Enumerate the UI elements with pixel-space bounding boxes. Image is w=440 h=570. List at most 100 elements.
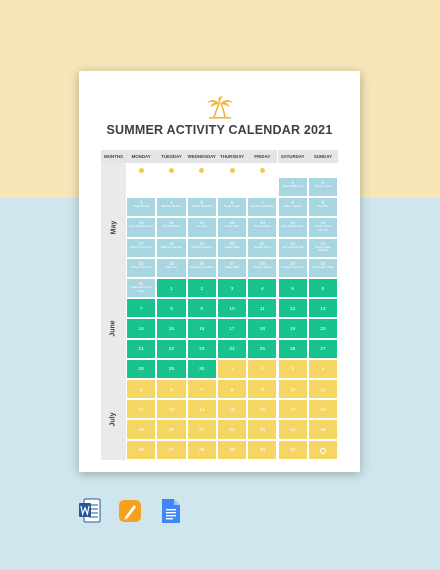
day-cell[interactable]: 2 Jungle Trails xyxy=(307,177,339,198)
day-cell[interactable]: 6 xyxy=(156,379,187,400)
day-cell[interactable]: 24 xyxy=(277,419,308,440)
day-cell[interactable]: 7 xyxy=(186,379,217,400)
day-cell[interactable]: 16 xyxy=(247,399,278,420)
activity-label: Paper Boats xyxy=(253,224,271,229)
day-cell[interactable]: 9 Mud Pie xyxy=(307,197,339,218)
day-cell[interactable]: 2 xyxy=(247,358,278,379)
day-cell[interactable]: 14 Paper Boats xyxy=(247,217,278,238)
day-cell[interactable]: 22 Ice Cube Bread xyxy=(277,237,308,258)
day-cell[interactable]: 22 xyxy=(216,419,248,440)
day-cell[interactable]: 20 xyxy=(307,318,339,339)
day-cell[interactable]: 17 xyxy=(216,318,248,339)
day-cell[interactable]: 30 xyxy=(186,358,217,379)
day-cell[interactable]: 19 Painting Rocks xyxy=(186,237,217,258)
day-cell[interactable]: 19 xyxy=(126,419,157,440)
day-cell[interactable]: 16 xyxy=(186,318,217,339)
day-cell[interactable]: 11 xyxy=(307,379,339,400)
day-cell[interactable]: 8 Water Sports xyxy=(277,197,308,218)
day-cell[interactable]: 28 xyxy=(186,439,217,460)
day-cell[interactable]: 14 xyxy=(186,399,217,420)
day-cell[interactable]: 5 Board Painting xyxy=(186,197,217,218)
day-cell[interactable]: 3 Soap Boats xyxy=(126,197,157,218)
day-cell[interactable]: 7 xyxy=(126,298,157,319)
day-cell[interactable]: 13 xyxy=(156,399,187,420)
day-cell[interactable]: 26 xyxy=(277,338,308,359)
day-cell[interactable]: 27 Water Ball xyxy=(216,257,248,278)
day-cell[interactable]: 30 Sidewalk Chalk xyxy=(307,257,339,278)
day-cell[interactable]: 23 xyxy=(186,338,217,359)
day-cell[interactable]: 1 Water Balloons xyxy=(277,177,308,198)
day-number: 28 xyxy=(138,367,144,373)
word-icon[interactable] xyxy=(79,498,101,524)
day-cell[interactable]: 15 xyxy=(216,399,248,420)
day-cell[interactable]: 23 Paper Plate Wreath xyxy=(307,237,339,258)
day-cell[interactable]: 20 Water Wall xyxy=(216,237,248,258)
day-cell[interactable]: 8 xyxy=(156,298,187,319)
day-cell[interactable]: 17 Squirt Gun Paint xyxy=(126,237,157,258)
day-cell[interactable]: 24 Swing Painting xyxy=(126,257,157,278)
day-cell[interactable]: 12 xyxy=(277,298,308,319)
day-cell[interactable]: 27 xyxy=(307,338,339,359)
day-cell[interactable]: 10 Coin Sandcastles xyxy=(126,217,157,238)
day-cell[interactable]: 31 xyxy=(277,439,308,460)
day-cell[interactable]: 29 Colored Ice Pins xyxy=(277,257,308,278)
day-cell[interactable]: 25 xyxy=(247,338,278,359)
day-cell[interactable]: 26 xyxy=(126,439,157,460)
day-cell[interactable]: 29 xyxy=(216,439,248,460)
day-cell[interactable]: 9 xyxy=(247,379,278,400)
pages-icon[interactable] xyxy=(119,498,141,524)
day-cell[interactable]: 21 xyxy=(186,419,217,440)
day-cell[interactable]: 30 xyxy=(247,439,278,460)
day-cell[interactable]: 18 Balloon Games xyxy=(156,237,187,258)
day-cell[interactable]: 4 xyxy=(247,278,278,299)
day-cell[interactable]: 4 xyxy=(307,358,339,379)
google-docs-icon[interactable] xyxy=(160,498,182,524)
day-cell[interactable]: 4 Bubble Bottles xyxy=(156,197,187,218)
day-cell[interactable]: 27 xyxy=(156,439,187,460)
day-cell[interactable]: 20 xyxy=(156,419,187,440)
day-cell[interactable]: 21 xyxy=(126,338,157,359)
day-cell[interactable]: 25 Sand Art xyxy=(156,257,187,278)
day-cell[interactable]: 26 Painting Noodles xyxy=(186,257,217,278)
day-cell[interactable]: 12 xyxy=(126,399,157,420)
day-cell[interactable]: 23 xyxy=(247,419,278,440)
day-cell[interactable]: 14 xyxy=(126,318,157,339)
day-cell[interactable]: 6 Soap Foam xyxy=(216,197,248,218)
day-cell[interactable]: 31 Sidewalk Paint Race xyxy=(126,278,157,299)
day-cell[interactable]: 1 xyxy=(216,358,248,379)
day-cell[interactable]: 17 xyxy=(277,399,308,420)
day-cell[interactable]: 11 xyxy=(247,298,278,319)
day-cell[interactable]: 10 xyxy=(277,379,308,400)
day-cell[interactable]: 5 xyxy=(277,278,308,299)
day-cell[interactable]: 22 xyxy=(156,338,187,359)
day-cell[interactable]: 7 Rainbow Painting xyxy=(247,197,278,218)
day-cell[interactable]: 3 xyxy=(277,358,308,379)
day-cell[interactable]: 2 xyxy=(186,278,217,299)
day-cell[interactable]: 25 xyxy=(307,419,339,440)
day-cell[interactable]: 28 xyxy=(126,358,157,379)
day-cell[interactable]: 5 xyxy=(126,379,157,400)
day-cell[interactable]: 3 xyxy=(216,278,248,299)
day-cell[interactable]: 13 Color Mist xyxy=(216,217,248,238)
day-cell[interactable]: 28 Marble Wave xyxy=(247,257,278,278)
day-cell[interactable]: 13 xyxy=(307,298,339,319)
day-cell[interactable]: 19 xyxy=(277,318,308,339)
day-cell[interactable]: 12 Tie Dye xyxy=(186,217,217,238)
day-cell[interactable]: 6 xyxy=(307,278,339,299)
header-monday: MONDAY xyxy=(126,150,157,163)
day-number: 26 xyxy=(138,448,144,454)
day-cell[interactable]: 1 xyxy=(156,278,187,299)
day-cell[interactable]: 18 xyxy=(247,318,278,339)
day-cell[interactable]: 10 xyxy=(216,298,248,319)
day-cell[interactable]: 18 xyxy=(307,399,339,420)
day-cell[interactable]: 24 xyxy=(216,338,248,359)
day-cell[interactable]: 16 Solar Wind Chimes xyxy=(307,217,339,238)
day-cell[interactable]: 11 Hunt Bubbles xyxy=(156,217,187,238)
day-cell[interactable]: 21 Nature Hunt xyxy=(247,237,278,258)
day-cell[interactable]: 8 xyxy=(216,379,248,400)
day-cell[interactable] xyxy=(307,439,339,460)
day-cell[interactable]: 9 xyxy=(186,298,217,319)
day-cell[interactable]: 15 Kite Flying Party xyxy=(277,217,308,238)
day-cell[interactable]: 15 xyxy=(156,318,187,339)
day-cell[interactable]: 29 xyxy=(156,358,187,379)
